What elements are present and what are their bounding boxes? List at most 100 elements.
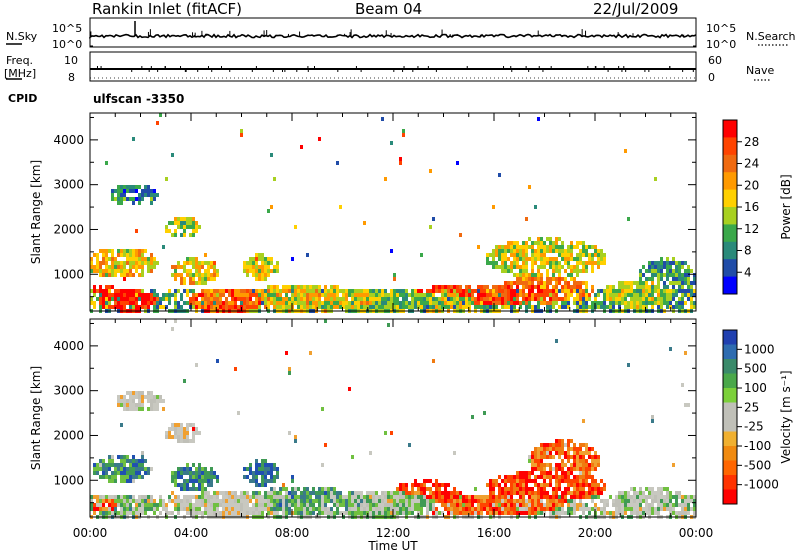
heatmap-cell xyxy=(249,293,252,297)
heatmap-cell xyxy=(258,467,261,471)
heatmap-cell xyxy=(552,455,555,459)
heatmap-cell xyxy=(636,301,639,305)
heatmap-cell xyxy=(213,297,216,301)
heatmap-cell xyxy=(210,273,213,277)
heatmap-cell xyxy=(639,277,642,281)
heatmap-cell xyxy=(264,273,267,277)
x-tick-label: 16:00 xyxy=(477,526,512,540)
heatmap-cell xyxy=(513,257,516,261)
heatmap-cell xyxy=(672,281,675,285)
heatmap-cell xyxy=(675,293,678,297)
heatmap-cell xyxy=(306,503,309,507)
heatmap-cell xyxy=(156,395,159,399)
heatmap-cell xyxy=(498,495,501,499)
heatmap-cell xyxy=(141,197,144,201)
heatmap-cell xyxy=(486,289,489,293)
heatmap-cell xyxy=(201,467,204,471)
heatmap-cell xyxy=(633,305,636,309)
heatmap-cell xyxy=(324,499,327,503)
heatmap-cell xyxy=(201,297,204,301)
heatmap-cell xyxy=(105,499,108,503)
heatmap-cell xyxy=(279,503,282,507)
heatmap-cell xyxy=(465,511,468,515)
heatmap-cell xyxy=(99,507,102,511)
heatmap-cell xyxy=(468,289,471,293)
heatmap-cell xyxy=(429,479,432,483)
heatmap-cell xyxy=(138,399,141,403)
heatmap-cell xyxy=(525,257,528,261)
heatmap-cell xyxy=(591,253,594,257)
heatmap-cell xyxy=(657,511,660,515)
heatmap-cell xyxy=(120,479,123,483)
heatmap-cell xyxy=(432,305,435,309)
heatmap-cell xyxy=(177,503,180,507)
heatmap-cell xyxy=(132,253,135,257)
heatmap-cell xyxy=(168,221,171,225)
heatmap-cell xyxy=(519,249,522,253)
heatmap-cell xyxy=(123,197,126,201)
heatmap-cell xyxy=(681,297,684,301)
heatmap-cell xyxy=(186,467,189,471)
heatmap-cell xyxy=(498,475,501,479)
heatmap-cell xyxy=(501,289,504,293)
heatmap-cell xyxy=(582,475,585,479)
heatmap-cell xyxy=(150,193,153,197)
heatmap-cell xyxy=(537,245,540,249)
heatmap-cell xyxy=(495,483,498,487)
heatmap-cell xyxy=(261,297,264,301)
heatmap-cell xyxy=(363,297,366,301)
heatmap-cell xyxy=(522,289,525,293)
heatmap-cell xyxy=(294,285,297,289)
heatmap-cell xyxy=(555,491,558,495)
heatmap-cell xyxy=(477,503,480,507)
heatmap-cell xyxy=(288,507,291,511)
heatmap-cell xyxy=(522,293,525,297)
heatmap-cell xyxy=(438,285,441,289)
heatmap-cell xyxy=(537,305,540,309)
heatmap-cell xyxy=(342,289,345,293)
heatmap-cell xyxy=(666,269,669,273)
heatmap-cell xyxy=(399,301,402,305)
heatmap-cell xyxy=(588,447,591,451)
heatmap-cell xyxy=(138,197,141,201)
heatmap-cell xyxy=(333,503,336,507)
heatmap-cell xyxy=(252,503,255,507)
heatmap-cell xyxy=(132,289,135,293)
heatmap-cell xyxy=(582,455,585,459)
heatmap-cell xyxy=(549,245,552,249)
heatmap-cell xyxy=(126,511,129,515)
heatmap-cell xyxy=(600,289,603,293)
heatmap-cell xyxy=(333,301,336,305)
cpid-label: CPID xyxy=(8,92,38,105)
heatmap-cell xyxy=(288,491,291,495)
heatmap-cell xyxy=(576,491,579,495)
heatmap-cell xyxy=(615,499,618,503)
heatmap-cell xyxy=(534,241,537,245)
heatmap-cell xyxy=(138,257,141,261)
heatmap-cell xyxy=(588,293,591,297)
heatmap-cell xyxy=(570,499,573,503)
heatmap-cell xyxy=(531,455,534,459)
heatmap-cell xyxy=(468,285,471,289)
heatmap-cell xyxy=(666,293,669,297)
heatmap-cell xyxy=(663,487,666,491)
heatmap-cell xyxy=(144,249,147,253)
heatmap-cell xyxy=(546,277,549,281)
heatmap-cell xyxy=(324,507,327,511)
heatmap-cell xyxy=(408,499,411,503)
heatmap-cell xyxy=(603,289,606,293)
heatmap-cell xyxy=(531,495,534,499)
heatmap-cell xyxy=(192,439,195,443)
heatmap-cell xyxy=(528,491,531,495)
heatmap-cell xyxy=(513,253,516,257)
heatmap-cell xyxy=(147,293,150,297)
heatmap-cell xyxy=(231,289,234,293)
heatmap-cell xyxy=(462,499,465,503)
heatmap-cell xyxy=(348,293,351,297)
heatmap-cell xyxy=(255,479,258,483)
heatmap-cell xyxy=(204,297,207,301)
colorbar-swatch xyxy=(723,259,737,278)
heatmap-cell xyxy=(429,305,432,309)
heatmap-cell xyxy=(516,257,519,261)
heatmap-cell xyxy=(237,507,240,511)
